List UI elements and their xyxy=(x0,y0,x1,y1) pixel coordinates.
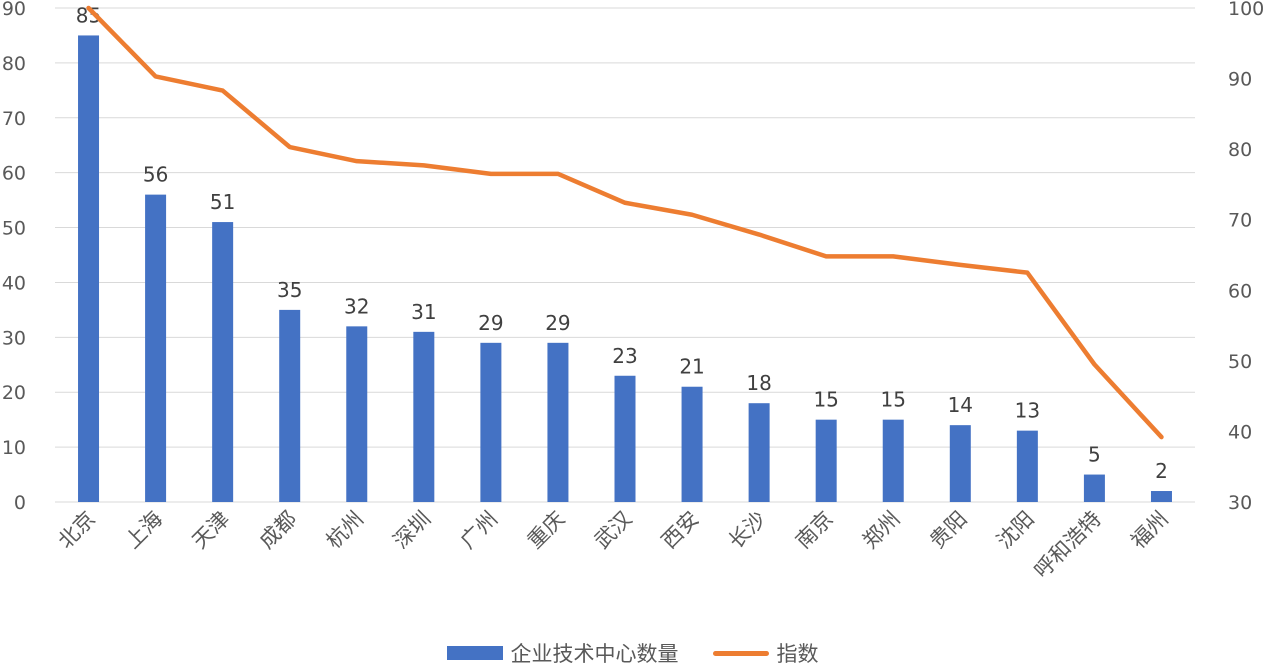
bar xyxy=(882,419,904,502)
category-label: 贵阳 xyxy=(925,507,972,554)
right-tick-label: 80 xyxy=(1228,139,1252,161)
bar xyxy=(1083,474,1105,502)
left-tick-label: 90 xyxy=(2,0,26,20)
bar-data-label: 56 xyxy=(143,163,168,187)
category-label: 呼和浩特 xyxy=(1030,507,1106,583)
category-label: 北京 xyxy=(53,507,100,554)
legend-item-bar: 企业技术中心数量 xyxy=(446,638,679,668)
legend-bar-swatch xyxy=(446,646,503,660)
bar-data-label: 15 xyxy=(813,388,838,412)
category-label: 深圳 xyxy=(389,507,436,554)
left-tick-label: 30 xyxy=(2,327,26,349)
bar xyxy=(547,342,569,502)
bar-data-label: 23 xyxy=(612,344,637,368)
bar xyxy=(480,342,502,502)
left-tick-label: 20 xyxy=(2,382,26,404)
bar xyxy=(212,222,234,503)
bar-data-label: 35 xyxy=(277,278,302,302)
bar xyxy=(145,194,167,502)
bar xyxy=(815,419,837,502)
gridlines xyxy=(55,7,1195,503)
bar xyxy=(78,35,100,502)
bar xyxy=(1150,491,1172,502)
category-label: 广州 xyxy=(456,507,503,554)
bar-data-label: 2 xyxy=(1155,459,1168,483)
right-axis-ticks: 30 40 50 60 70 80 90 100 xyxy=(1228,0,1264,514)
category-label: 沈阳 xyxy=(992,507,1039,554)
right-tick-label: 30 xyxy=(1228,492,1252,514)
bar-data-label: 29 xyxy=(478,311,503,335)
category-label: 成都 xyxy=(255,507,302,554)
left-tick-label: 80 xyxy=(2,53,26,75)
bar-data-label: 51 xyxy=(210,190,235,214)
legend-item-line: 指数 xyxy=(712,638,819,668)
bar xyxy=(346,326,368,502)
right-tick-label: 50 xyxy=(1228,351,1252,373)
right-tick-label: 100 xyxy=(1228,0,1264,20)
legend-bar-label: 企业技术中心数量 xyxy=(510,642,679,666)
left-tick-label: 50 xyxy=(2,218,26,240)
right-tick-label: 60 xyxy=(1228,280,1252,302)
left-tick-label: 10 xyxy=(2,437,26,459)
category-label: 郑州 xyxy=(858,507,905,554)
bar-data-label: 31 xyxy=(411,300,436,324)
category-label: 上海 xyxy=(120,507,167,554)
right-tick-label: 40 xyxy=(1228,421,1252,443)
bar xyxy=(279,309,301,502)
category-label: 重庆 xyxy=(523,507,570,554)
category-label: 天津 xyxy=(188,507,235,554)
left-tick-label: 60 xyxy=(2,163,26,185)
legend-line-swatch xyxy=(712,650,769,656)
left-tick-label: 40 xyxy=(2,272,26,294)
index-line xyxy=(86,5,1164,440)
bar-data-label: 15 xyxy=(881,388,906,412)
bar-data-label: 14 xyxy=(948,393,973,417)
legend-line-label: 指数 xyxy=(776,642,819,666)
category-label: 长沙 xyxy=(724,507,771,554)
bar-data-label: 32 xyxy=(344,294,369,318)
bar-data-label: 18 xyxy=(746,371,771,395)
bar-data-label: 5 xyxy=(1088,443,1101,467)
left-axis-ticks: 0 10 20 30 40 50 60 70 80 90 xyxy=(2,0,26,514)
category-label: 福州 xyxy=(1126,507,1173,554)
bar-data-label: 13 xyxy=(1015,399,1040,423)
right-tick-label: 90 xyxy=(1228,69,1252,91)
category-label: 武汉 xyxy=(590,507,637,554)
bar-data-label: 21 xyxy=(679,355,704,379)
line-series xyxy=(86,5,1164,440)
category-label: 西安 xyxy=(657,507,704,554)
bar xyxy=(614,375,636,502)
bar xyxy=(413,331,435,502)
right-tick-label: 70 xyxy=(1228,210,1252,232)
left-tick-label: 70 xyxy=(2,108,26,130)
legend: 企业技术中心数量 指数 xyxy=(0,638,1265,668)
bar xyxy=(949,425,971,502)
bar xyxy=(681,386,703,502)
category-label: 南京 xyxy=(791,507,838,554)
bar-data-label: 29 xyxy=(545,311,570,335)
left-tick-label: 0 xyxy=(14,492,26,514)
category-label: 杭州 xyxy=(322,507,369,554)
bar xyxy=(1016,430,1038,502)
bar xyxy=(748,403,770,502)
bar-series xyxy=(78,35,1172,503)
